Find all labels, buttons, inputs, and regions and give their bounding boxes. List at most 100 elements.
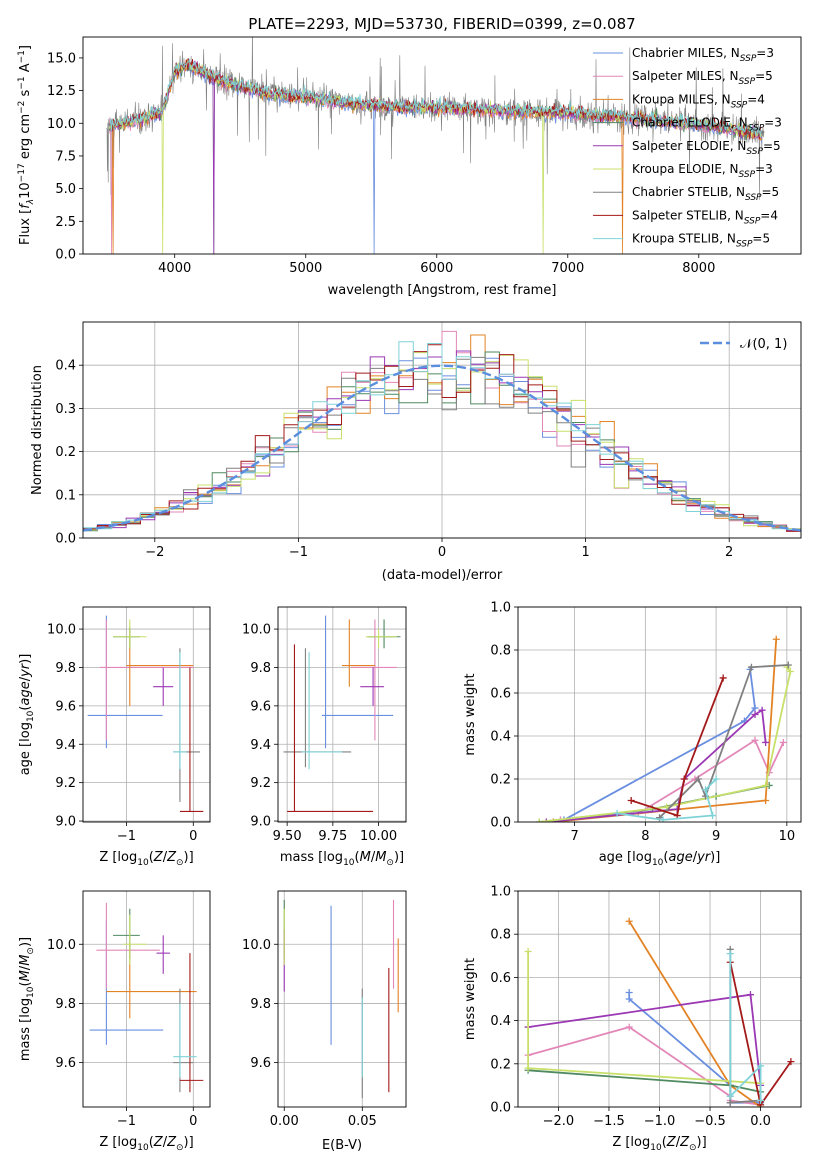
plot-area [283,615,401,812]
weight-marker-c4 [751,711,759,718]
label-part: / [163,1135,168,1150]
weight-marker-c4 [542,818,550,822]
label-part: λ [26,199,36,205]
axes-frame [82,36,802,255]
x-axis-label: Z [log10(Z/Z⊙)] [99,1135,193,1153]
weight-marker-c1 [751,736,759,744]
label-part: SSP [731,100,748,110]
x-tick-label: 6000 [420,261,453,276]
x-tick-label: −1 [289,545,308,560]
chart-title: PLATE=2293, MJD=53730, FIBERID=0399, z=0… [248,15,635,33]
legend-entry: Chabrier ELODIE, NSSP=3 [632,116,782,134]
residual-axes: −2 −1 0 1 2 0.0 0.1 0.2 0.3 0.4 (data-model)/error… [30,321,802,583]
label-part: )] [710,850,720,865]
y-tick-label: 9.8 [250,661,271,676]
label-part: Z [166,1135,177,1150]
x-tick-label: −1 [117,1114,136,1129]
label-part: 10 [652,858,664,868]
label-part: SSP [746,147,763,157]
x-tick-label: −1 [117,829,136,844]
weight-marker-c5 [535,818,543,822]
label-part: yr [18,662,33,678]
y-tick-label: 0.4 [490,730,511,745]
label-part: Salpeter MILES, N [632,69,739,83]
x-tick-label: 7 [570,829,578,844]
label-part: )] [697,1135,707,1150]
weight-marker-c8 [701,786,709,794]
x-tick-label: 9.50 [273,829,302,844]
y-tick-label: 0.8 [490,928,511,943]
label-part: Salpeter ELODIE, N [632,139,746,153]
legend-entry: Salpeter ELODIE, NSSP=5 [632,139,781,157]
x-tick-label: 1 [581,545,589,560]
label-part: =3 [756,46,774,60]
plot-area [524,917,795,1107]
label-part: ( [663,850,668,865]
label-part: )] [184,1135,194,1150]
label-part: Z [153,1135,164,1150]
label-part: 10 [18,182,33,199]
axes-frame [277,606,407,823]
weight-marker-c4 [746,991,754,999]
x-tick-label: 0.0 [750,1114,771,1129]
weight-line-c4 [546,708,767,822]
label-part: ( [18,706,33,711]
x-tick-label: 9 [712,829,720,844]
y-axis-label: age [log10(age/yr)] [18,654,36,776]
label-part: Z [log [99,850,137,865]
grid [278,607,406,822]
label-part: −1 [17,50,27,63]
x-tick-label: 5000 [289,261,322,276]
axes-frame [517,606,802,823]
y-tick-label: 0.6 [490,687,511,702]
label-part: ⊙ [176,1143,184,1153]
y-tick-label: 9.8 [55,661,76,676]
label-part: )] [18,937,33,947]
plot-area [106,37,765,254]
plot-area [89,902,204,1093]
weight-marker-c6 [694,775,702,783]
label-part: =4 [760,208,778,222]
x-tick-label: 4000 [158,261,191,276]
x-tick-label: 8000 [682,261,715,276]
plot-area [83,330,801,532]
label-part: )] [394,850,404,865]
x-tick-label: 8 [641,829,649,844]
label-part: 10 [137,858,149,868]
label-part: Salpeter STELIB, N [632,208,744,222]
x-tick-label: 0 [438,545,446,560]
y-tick-label: 0.0 [55,532,76,547]
label-part: Z [166,850,177,865]
y-tick-label: 0.2 [55,445,76,460]
y-axis-label: mass weight [463,958,478,1040]
y-tick-label: 1.0 [490,601,511,616]
plot-area [283,899,399,1099]
label-part: s [18,89,33,100]
label-part: 10 [26,710,36,722]
label-part: =3 [764,116,782,130]
x-tick-label: 0.05 [348,1114,377,1129]
y-tick-label: 0.0 [490,816,511,831]
y-tick-label: 10.0 [47,623,76,638]
weight-marker-c0 [751,704,759,712]
label-part: / [693,850,698,865]
y-axis-label: mass weight [463,673,478,755]
y-tick-label: 9.6 [250,1056,271,1071]
label-part: ⊙ [386,858,394,868]
y-tick-label: 9.6 [55,1056,76,1071]
label-part: M [375,850,386,865]
y-tick-label: 10.0 [242,938,271,953]
y-tick-label: 0.0 [490,1101,511,1116]
weight-marker-c2 [762,797,770,804]
legend-entry: 𝒩(0, 1) [740,337,787,352]
y-tick-label: 9.4 [55,738,76,753]
weight-marker-c4 [758,706,766,714]
label-part: age [668,850,692,865]
label-part: / [18,676,33,681]
label-part: yr [696,850,712,865]
y-tick-label: 9.0 [250,815,271,830]
label-part: 10 [650,1143,662,1153]
y-tick-label: 1.0 [490,885,511,900]
y-tick-label: 0.0 [55,248,76,263]
